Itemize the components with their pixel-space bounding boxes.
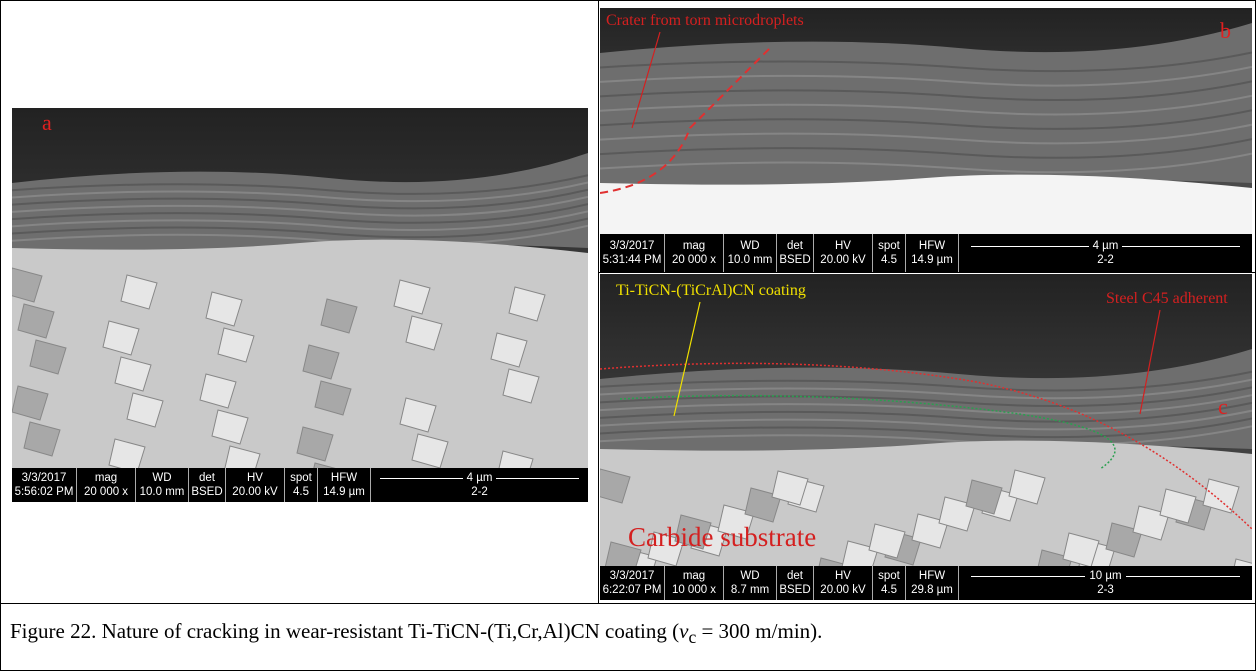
scale-label: 4 µm [463, 471, 497, 485]
databar-value: BSED [191, 485, 222, 499]
scale-bar: 4 µm [971, 239, 1241, 253]
annotation: Ti-TiCN-(TiCrAl)CN coating [616, 282, 806, 300]
databar-header: spot [878, 239, 900, 253]
databar-value: 10 000 x [672, 583, 716, 597]
sem-image: a [12, 108, 588, 468]
databar-value: 4.5 [881, 253, 897, 267]
databar-header: WD [152, 471, 171, 485]
sem-image: b [600, 8, 1252, 234]
databar-header: mag [683, 569, 705, 583]
databar-col: mag10 000 x [665, 566, 724, 600]
databar-time: 6:22:07 PM [603, 583, 662, 597]
databar-header: spot [878, 569, 900, 583]
databar-value: BSED [779, 253, 810, 267]
image-id: 2-3 [1097, 583, 1114, 597]
databar-time: 5:56:02 PM [15, 485, 74, 499]
databar-col: HV20.00 kV [814, 234, 873, 272]
databar-header: det [787, 569, 803, 583]
panel-label: b [1220, 18, 1231, 43]
annotation: Crater from torn microdroplets [606, 12, 804, 30]
databar-header: spot [290, 471, 312, 485]
databar-value: 29.8 µm [911, 583, 953, 597]
databar-header: HV [247, 471, 263, 485]
databar-col: 3/3/20175:56:02 PM [12, 468, 77, 502]
sem-panel: c Ti-TiCN-(TiCrAl)CN coating Steel C45 adh… [600, 274, 1252, 600]
databar-value: 10.0 mm [728, 253, 773, 267]
databar-value: 4.5 [881, 583, 897, 597]
databar-header: det [199, 471, 215, 485]
databar-col: WD10.0 mm [724, 234, 777, 272]
databar-header: HFW [919, 569, 945, 583]
databar-col: WD10.0 mm [136, 468, 189, 502]
databar-col: spot4.5 [873, 234, 906, 272]
databar-col: HFW14.9 µm [906, 234, 959, 272]
scale-bar: 4 µm [380, 471, 580, 485]
image-id: 2-2 [471, 485, 488, 499]
scale-label: 4 µm [1089, 239, 1123, 253]
databar-col: detBSED [777, 566, 814, 600]
databar-time: 5:31:44 PM [603, 253, 662, 267]
panel-label: a [42, 110, 52, 135]
databar-value: 8.7 mm [731, 583, 769, 597]
scale-bar: 10 µm [971, 569, 1241, 583]
databar-header: WD [740, 569, 759, 583]
databar-value: 20.00 kV [232, 485, 277, 499]
databar-col: mag20 000 x [77, 468, 136, 502]
databar-date: 3/3/2017 [610, 239, 655, 253]
caption-text: = 300 m/min). [696, 619, 822, 643]
caption: Figure 22. Nature of cracking in wear-re… [10, 619, 822, 648]
figure: Figure 22. Nature of cracking in wear-re… [0, 0, 1256, 671]
databar-value: 20 000 x [84, 485, 128, 499]
databar-value: BSED [779, 583, 810, 597]
databar-date: 3/3/2017 [22, 471, 67, 485]
databar-header: mag [95, 471, 117, 485]
panel-label: c [1218, 394, 1228, 419]
databar: 3/3/20175:56:02 PMmag20 000 xWD10.0 mmde… [12, 468, 588, 502]
databar-header: HFW [919, 239, 945, 253]
databar-date: 3/3/2017 [610, 569, 655, 583]
scale-label: 10 µm [1085, 569, 1125, 583]
annotation: Carbide substrate [628, 522, 816, 553]
databar-value: 14.9 µm [911, 253, 953, 267]
databar-header: WD [740, 239, 759, 253]
databar-value: 10.0 mm [140, 485, 185, 499]
databar-value: 20.00 kV [820, 583, 865, 597]
databar-header: HV [835, 239, 851, 253]
databar-value: 20.00 kV [820, 253, 865, 267]
databar-header: HV [835, 569, 851, 583]
image-id: 2-2 [1097, 253, 1114, 267]
sem-panel: a3/3/20175:56:02 PMmag20 000 xWD10.0 mmd… [12, 108, 588, 502]
databar-header: det [787, 239, 803, 253]
databar-header: HFW [331, 471, 357, 485]
databar-header: mag [683, 239, 705, 253]
databar-value: 4.5 [293, 485, 309, 499]
caption-text: Figure 22. Nature of cracking in wear-re… [10, 619, 679, 643]
databar: 3/3/20175:31:44 PMmag20 000 xWD10.0 mmde… [600, 234, 1252, 272]
databar-value: 14.9 µm [323, 485, 365, 499]
databar-value: 20 000 x [672, 253, 716, 267]
annotation: Steel C45 adherent [1106, 290, 1228, 308]
databar-col: detBSED [189, 468, 226, 502]
